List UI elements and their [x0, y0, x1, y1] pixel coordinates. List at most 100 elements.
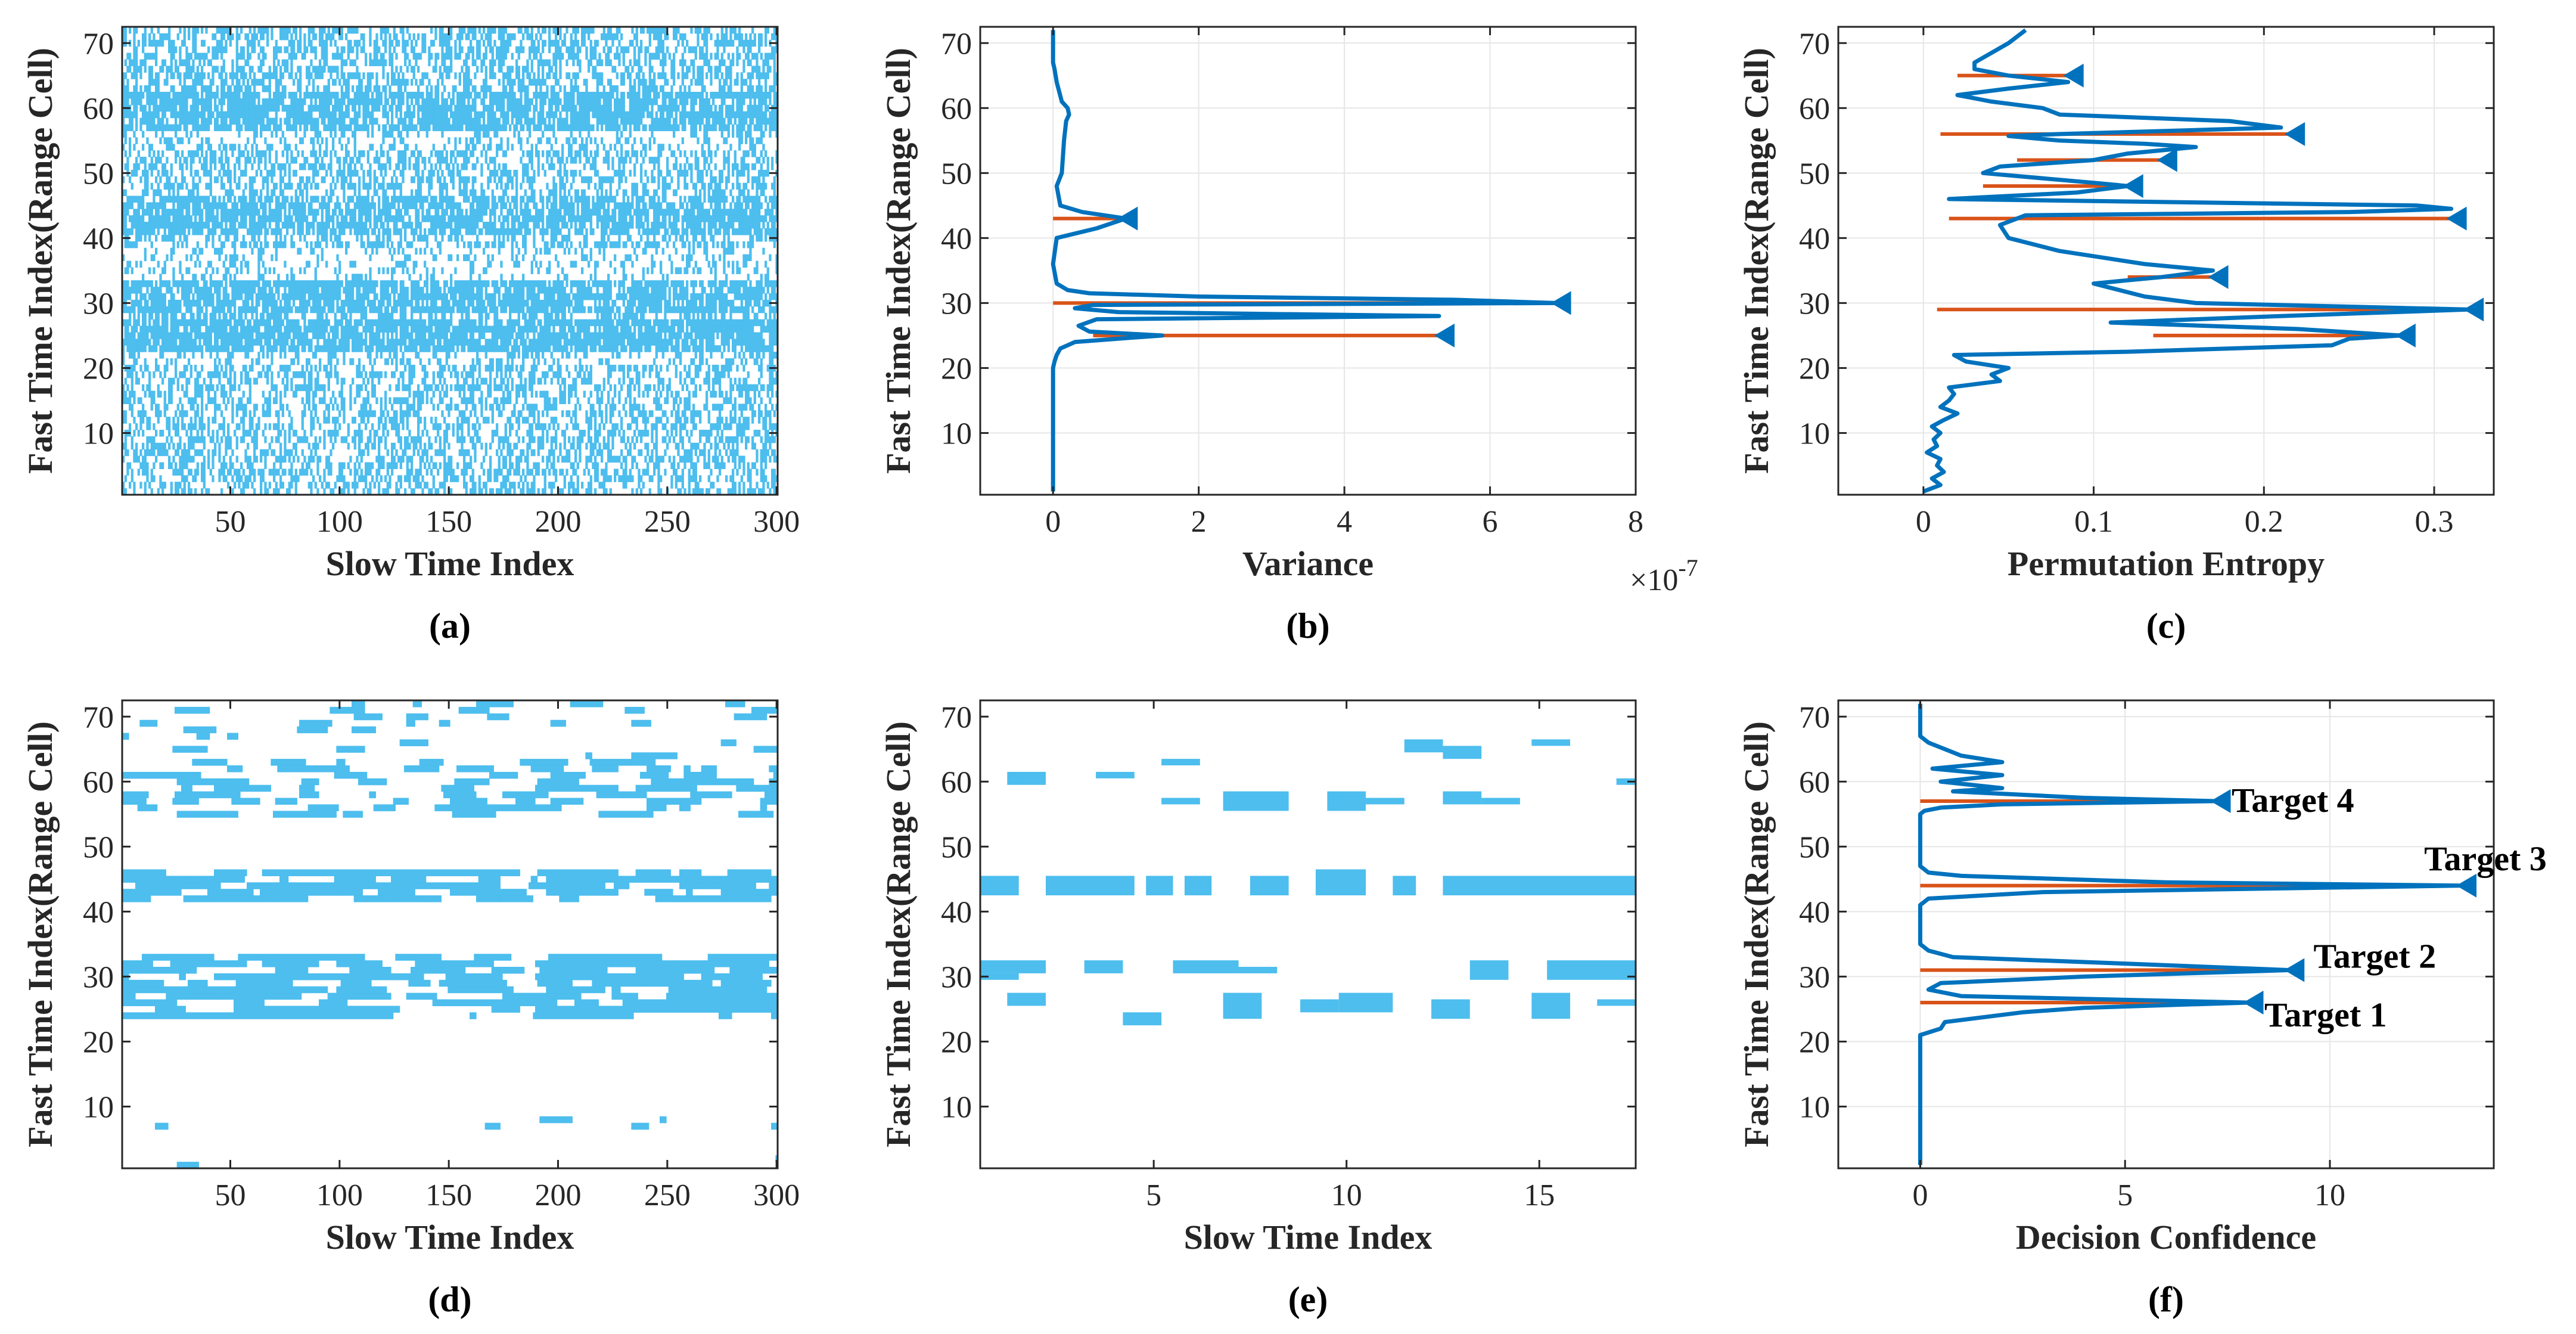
heatmap-cell — [697, 488, 700, 495]
heatmap-cell — [399, 299, 402, 307]
heatmap-cell — [307, 345, 310, 352]
heatmap-cell — [253, 319, 256, 327]
heatmap-cell — [196, 429, 199, 437]
heatmap-cell — [393, 455, 396, 463]
heatmap-cell — [493, 293, 496, 300]
heatmap-cell — [220, 436, 223, 443]
heatmap-cell — [572, 293, 575, 300]
heatmap-cell — [450, 293, 453, 300]
heatmap-cell — [605, 469, 608, 476]
heatmap-cell — [627, 475, 630, 482]
heatmap-cell — [666, 319, 669, 327]
heatmap-cell — [340, 299, 343, 307]
heatmap-cell — [561, 299, 564, 307]
heatmap-cell — [194, 325, 197, 333]
heatmap-cell — [146, 417, 149, 424]
heatmap-cell — [380, 339, 383, 346]
heatmap-cell — [325, 371, 328, 379]
heatmap-cell — [642, 339, 645, 346]
heatmap-cell — [205, 306, 208, 314]
heatmap-cell — [465, 339, 468, 346]
heatmap-cell — [766, 449, 769, 457]
heatmap-cell — [609, 306, 612, 314]
heatmap-cell — [207, 325, 210, 333]
heatmap-cell — [507, 397, 509, 404]
heatmap-cell — [605, 339, 608, 346]
heatmap-cell — [760, 449, 763, 457]
heatmap-cell — [430, 325, 433, 333]
heatmap-cell — [314, 482, 317, 489]
heatmap-cell — [194, 488, 197, 495]
heatmap-cell — [421, 397, 424, 404]
heatmap-cell — [135, 455, 138, 463]
heatmap-cell — [343, 377, 346, 385]
heatmap-cell — [605, 442, 608, 450]
heatmap-cell — [456, 325, 459, 333]
heatmap-cell — [631, 417, 634, 424]
heatmap-cell — [493, 429, 496, 437]
heatmap-cell — [467, 319, 470, 327]
heatmap-cell — [517, 390, 520, 398]
heatmap-cell — [411, 306, 414, 314]
heatmap-cell — [638, 475, 641, 482]
heatmap-cell — [598, 293, 601, 300]
heatmap-cell — [417, 449, 420, 457]
heatmap-cell — [163, 319, 166, 327]
heatmap-cell — [443, 390, 446, 398]
heatmap-cell — [399, 462, 402, 469]
heatmap-cell — [130, 306, 133, 314]
heatmap-cell — [758, 417, 761, 424]
heatmap-cell — [765, 475, 767, 482]
heatmap-cell — [373, 319, 376, 327]
heatmap-cell — [150, 306, 153, 314]
heatmap-cell — [550, 352, 553, 359]
heatmap-cell — [235, 293, 238, 300]
heatmap-cell — [511, 384, 514, 392]
heatmap-cell — [142, 325, 145, 333]
heatmap-cell — [340, 377, 343, 385]
heatmap-cell — [550, 449, 553, 457]
heatmap-cell — [546, 345, 549, 352]
heatmap-cell — [356, 371, 359, 379]
heatmap-cell — [235, 404, 238, 411]
heatmap-cell — [745, 436, 748, 443]
heatmap-cell — [480, 325, 483, 333]
heatmap-cell — [618, 319, 621, 327]
heatmap-cell — [284, 325, 287, 333]
heatmap-cell — [484, 397, 487, 404]
heatmap-cell — [557, 345, 560, 352]
heatmap-cell — [467, 299, 470, 307]
heatmap-cell — [489, 442, 492, 450]
heatmap-cell — [161, 442, 164, 450]
heatmap-cell — [602, 488, 605, 495]
heatmap-cell — [214, 404, 217, 411]
heatmap-cell — [382, 312, 385, 320]
heatmap-cell — [196, 345, 199, 352]
heatmap-cell — [677, 404, 680, 411]
heatmap-cell — [153, 332, 156, 339]
heatmap-cell — [607, 345, 610, 352]
heatmap-cell — [522, 339, 525, 346]
heatmap-cell — [391, 449, 394, 457]
heatmap-cell — [137, 469, 140, 476]
heatmap-cell — [548, 449, 551, 457]
heatmap-cell — [290, 384, 293, 392]
heatmap-cell — [579, 436, 582, 443]
heatmap-cell — [533, 417, 536, 424]
heatmap-cell — [756, 319, 759, 327]
heatmap-cell — [756, 449, 759, 457]
heatmap-cell — [660, 293, 663, 300]
heatmap-cell — [432, 339, 435, 346]
heatmap-cell — [605, 358, 608, 365]
heatmap-cell — [742, 417, 745, 424]
heatmap-cell — [380, 319, 383, 327]
heatmap-cell — [771, 339, 774, 346]
heatmap-cell — [240, 488, 243, 495]
heatmap-cell — [382, 293, 385, 300]
heatmap-cell — [574, 364, 577, 372]
heatmap-cell — [286, 332, 289, 339]
heatmap-cell — [375, 397, 378, 404]
heatmap-cell — [504, 482, 507, 489]
heatmap-cell — [624, 332, 627, 339]
heatmap-cell — [286, 299, 289, 307]
